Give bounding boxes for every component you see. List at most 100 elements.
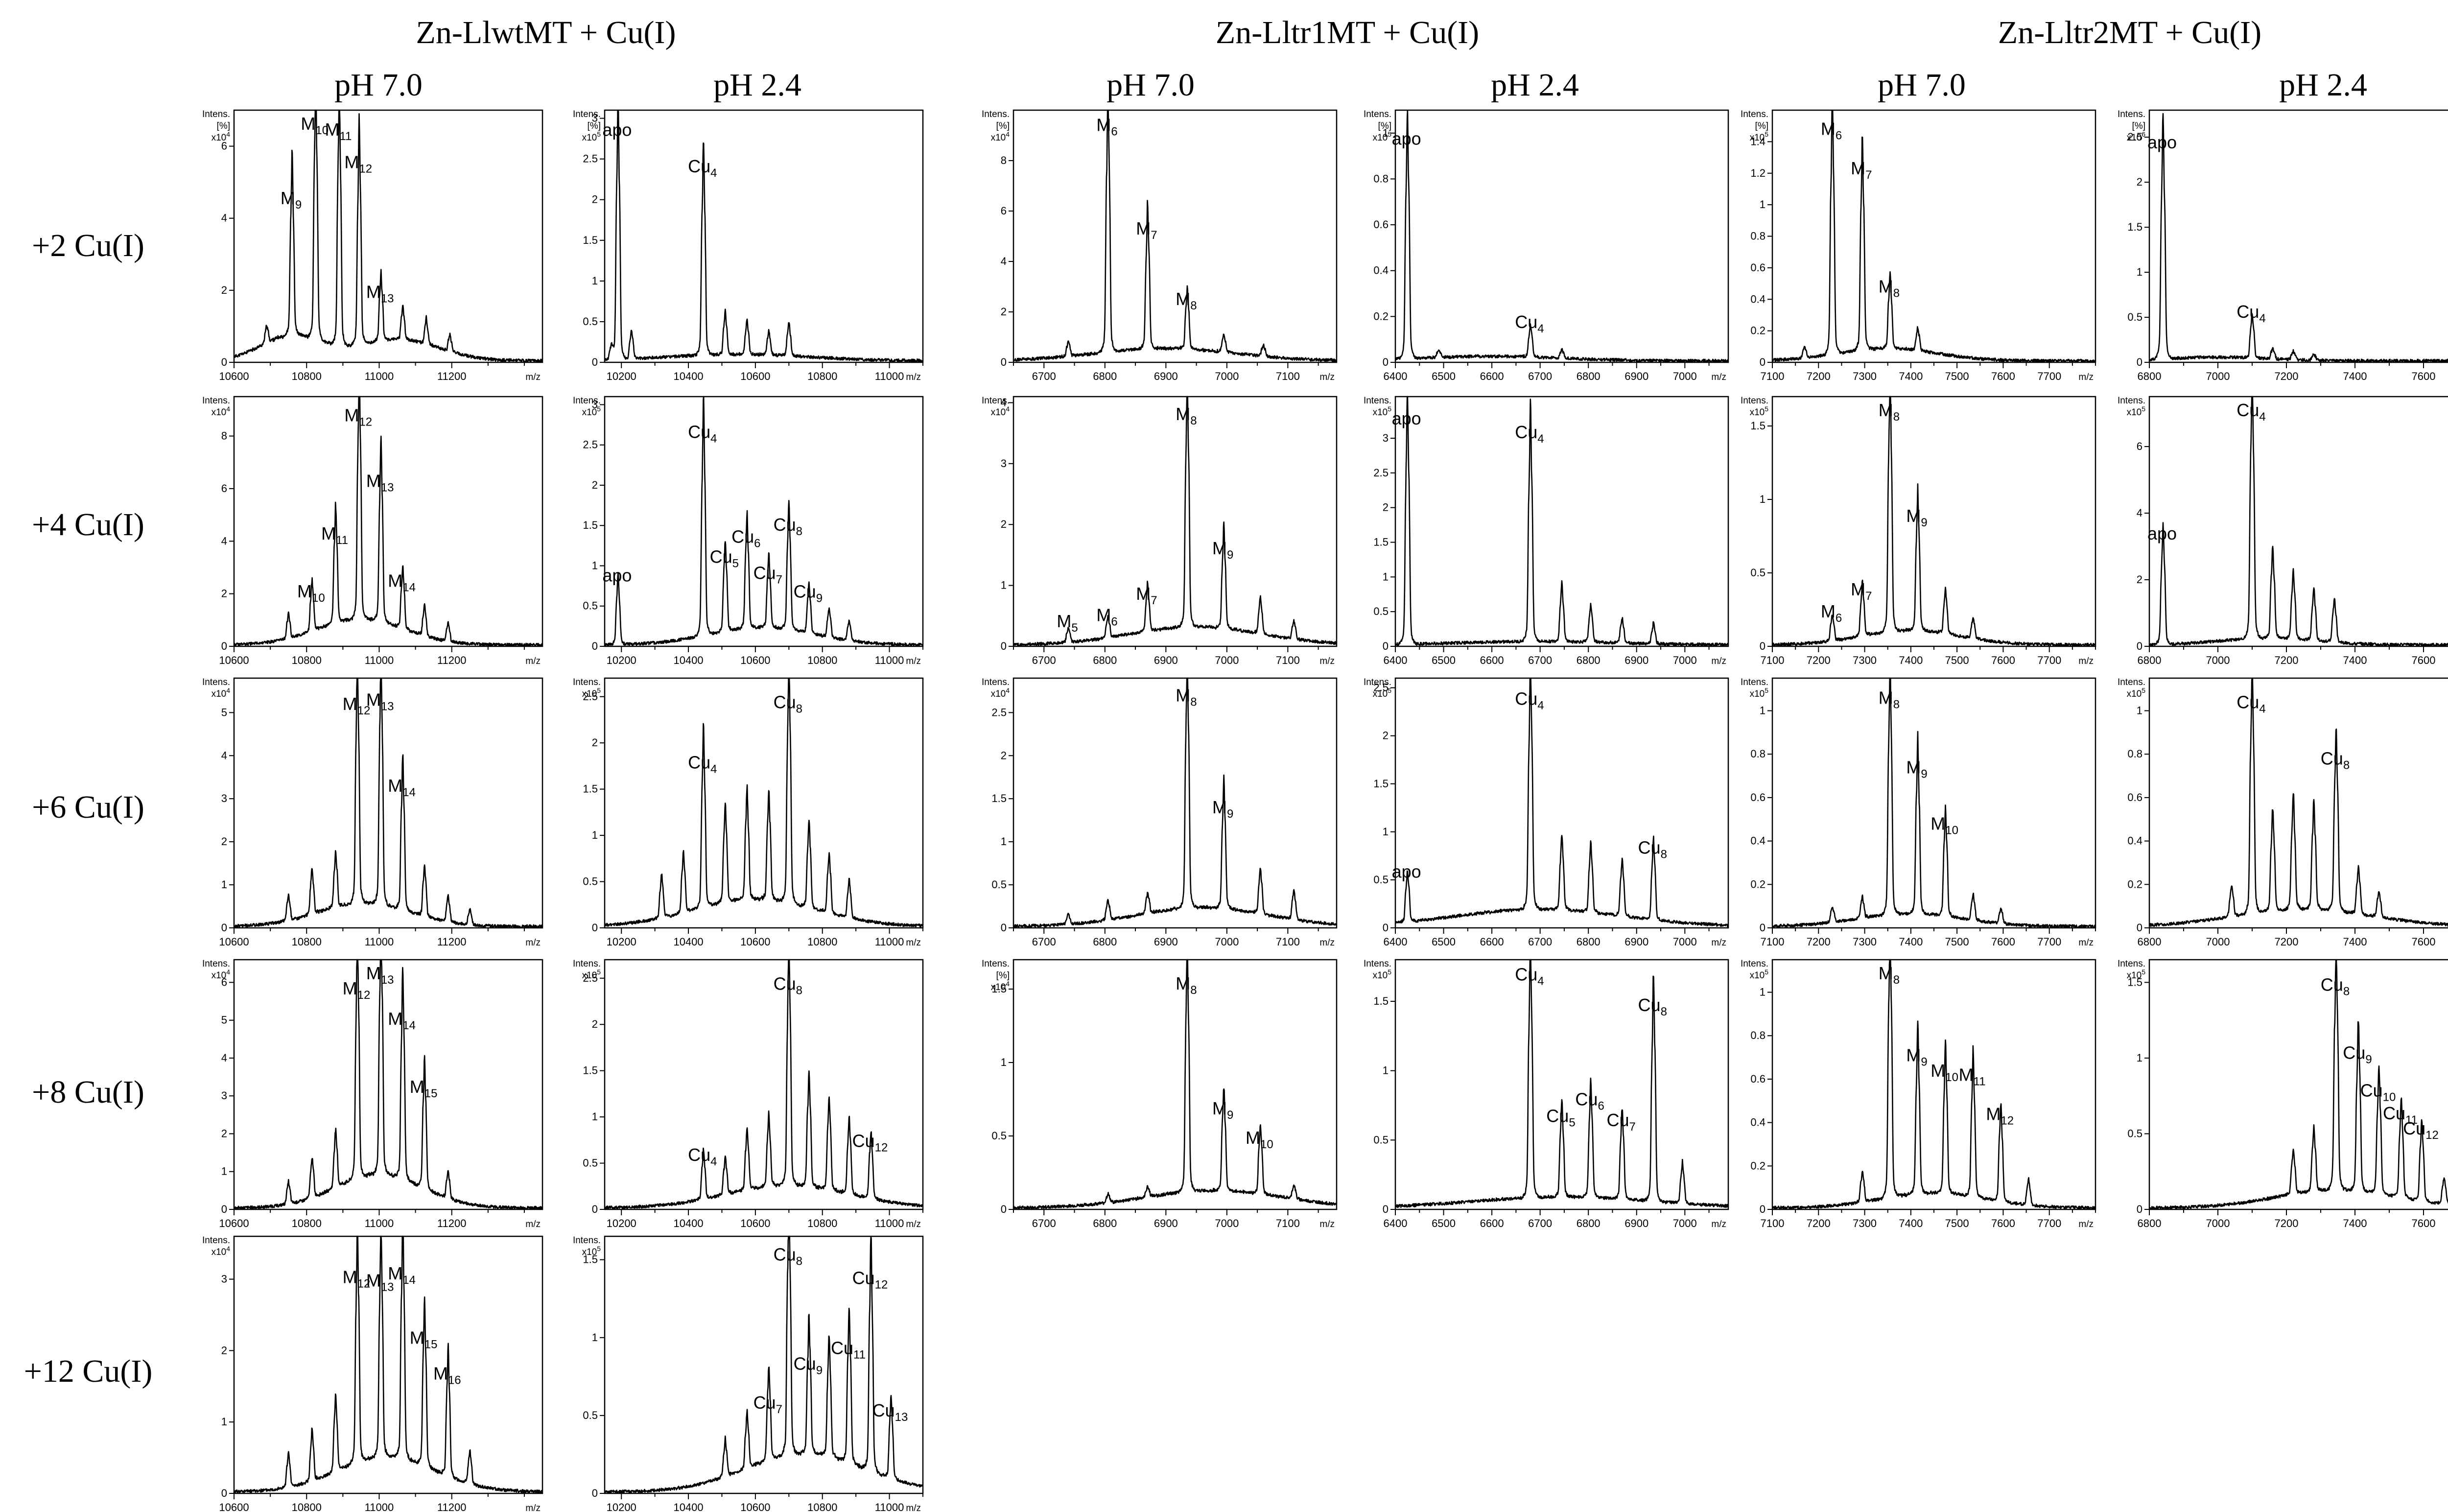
peak-label: M15: [410, 1327, 438, 1351]
peak-label: Cu4: [2236, 692, 2265, 715]
xtick-label: 10200: [607, 654, 636, 666]
ytick-label: 0: [1383, 1203, 1389, 1215]
ylabel-scale: x105: [1750, 405, 1769, 418]
spectrum-panel-tr1-7.0-4: Intens.x104 0 1 2 3 4 6700 6800 6900 7000 7100 m/z M…: [982, 396, 1338, 666]
xtick-label: 11200: [437, 936, 467, 948]
peak-label: Cu5: [710, 547, 739, 570]
ytick-label: 0.5: [991, 878, 1007, 891]
ylabel-scale: x104: [991, 130, 1010, 143]
spectrum-trace: [1012, 109, 1337, 362]
xtick-label: 11200: [437, 1217, 467, 1229]
ytick-label: 6: [221, 482, 227, 495]
peak-label: M14: [388, 1009, 416, 1032]
ylabel-intens: Intens.: [1364, 109, 1391, 119]
xtick-label: 6800: [1577, 654, 1601, 666]
plot-frame: [604, 1235, 924, 1494]
group-title-tr2: Zn-Lltr2MT + Cu(I): [1998, 15, 2261, 50]
peak-label: Cu8: [1638, 995, 1667, 1018]
ytick-label: 2: [1001, 518, 1007, 530]
ylabel-intens: Intens.: [202, 1235, 230, 1246]
xtick-label: 11000: [875, 1217, 904, 1229]
xtick-label: 10400: [673, 1217, 703, 1229]
peak-label: M11: [325, 119, 352, 143]
spectrum-trace: [1394, 959, 1729, 1208]
plot-frame: [233, 396, 543, 647]
ytick-label: 4: [221, 212, 227, 224]
xtick-label: 6900: [1624, 654, 1648, 666]
ytick-label: 3: [1001, 457, 1007, 470]
ytick-label: 1.5: [583, 1253, 598, 1266]
xtick-label: 11000: [875, 1501, 904, 1512]
ytick-label: 0: [592, 356, 598, 368]
peak-label: Cu4: [1515, 312, 1544, 335]
ytick-label: 1.5: [583, 234, 598, 246]
ylabel-intens: Intens.: [202, 677, 230, 687]
xtick-label: 10600: [219, 654, 249, 666]
ytick-label: 0.8: [1750, 230, 1765, 242]
plot-frame: [1771, 109, 2096, 363]
peak-label: M13: [366, 1271, 394, 1294]
peak-label: Cu8: [774, 974, 802, 997]
ytick-label: 0: [1760, 921, 1765, 934]
xlabel-mz: m/z: [525, 938, 541, 948]
ytick-label: 1.5: [583, 783, 598, 795]
xtick-label: 10600: [740, 654, 770, 666]
xtick-label: 6600: [1480, 370, 1504, 382]
ytick-label: 1: [592, 275, 598, 287]
xlabel-mz: m/z: [525, 1503, 541, 1512]
ytick-label: 2.5: [583, 153, 598, 165]
ylabel-scale: x104: [212, 405, 231, 418]
spectrum-panel-wt-2.4-2: Intens. [%]x105 0 0.5 1 1.5 2 2.5 3 10200 10400 106…: [573, 109, 924, 382]
peak-label: M12: [343, 978, 371, 1002]
xlabel-mz: m/z: [525, 656, 541, 666]
peak-label: M8: [1176, 404, 1197, 427]
ytick-label: 1: [1383, 127, 1389, 139]
ytick-label: 1.5: [1373, 778, 1389, 790]
ytick-label: 1.5: [1373, 536, 1389, 548]
peak-label: M9: [1212, 1098, 1233, 1122]
xtick-label: 10400: [673, 1501, 703, 1512]
xtick-label: 10600: [219, 1501, 249, 1512]
xtick-label: 7600: [1991, 936, 2015, 948]
peak-label: M10: [301, 114, 329, 137]
ytick-label: 0.5: [1750, 567, 1765, 579]
xtick-label: 11000: [365, 1217, 394, 1229]
peak-label: M9: [1212, 797, 1233, 821]
ytick-label: 1.5: [2127, 221, 2142, 233]
spectrum-trace: [1772, 677, 2096, 929]
ytick-label: 6: [221, 976, 227, 988]
peak-label: M9: [1212, 538, 1233, 562]
ytick-label: 0.5: [2127, 311, 2142, 323]
ylabel-intens: Intens.: [1364, 677, 1391, 687]
ytick-label: 1: [221, 1165, 227, 1178]
xtick-label: 6700: [1032, 370, 1056, 382]
ytick-label: 0: [1760, 356, 1765, 368]
spectrum-trace: [1013, 677, 1338, 928]
xtick-label: 6700: [1032, 1217, 1056, 1229]
peak-label: Cu7: [1606, 1110, 1635, 1134]
spectrum-trace: [1394, 396, 1729, 647]
ytick-label: 0.4: [1750, 835, 1765, 847]
spectrum-trace: [1395, 677, 1729, 927]
ytick-label: 1.5: [583, 519, 598, 531]
ylabel-percent: [%]: [2132, 121, 2145, 131]
peak-label: Cu4: [1515, 689, 1544, 712]
ylabel-percent: [%]: [996, 121, 1010, 131]
xtick-label: 7700: [2037, 936, 2061, 948]
ylabel-intens: Intens.: [2118, 109, 2145, 119]
ytick-label: 0.4: [1750, 293, 1765, 305]
peak-label: M8: [1879, 688, 1900, 711]
ylabel-intens: Intens.: [1741, 677, 1768, 687]
ylabel-intens: Intens.: [1364, 959, 1391, 969]
xtick-label: 7600: [1991, 654, 2015, 666]
spectrum-trace: [1771, 959, 2096, 1210]
ylabel-scale: x104: [212, 130, 231, 143]
xtick-label: 7000: [1215, 370, 1239, 382]
xtick-label: 10800: [292, 654, 322, 666]
ytick-label: 1: [221, 878, 227, 891]
ytick-label: 0.8: [1750, 748, 1765, 760]
xtick-label: 10800: [807, 1501, 837, 1512]
xtick-label: 6800: [1577, 1217, 1601, 1229]
xtick-label: 7200: [1807, 1217, 1831, 1229]
xtick-label: 7100: [1761, 654, 1785, 666]
